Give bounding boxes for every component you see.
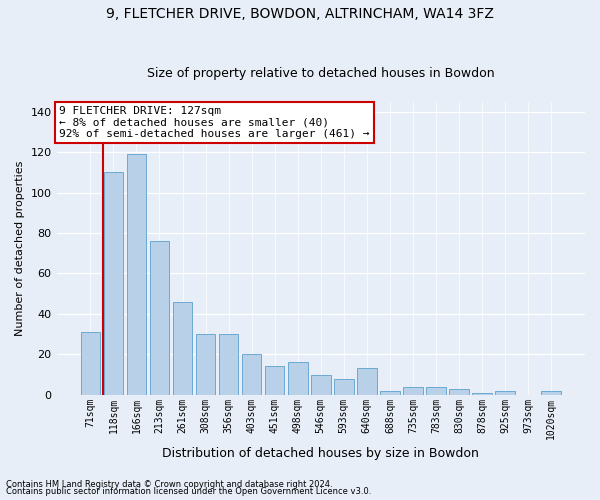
- Text: Contains public sector information licensed under the Open Government Licence v3: Contains public sector information licen…: [6, 488, 371, 496]
- X-axis label: Distribution of detached houses by size in Bowdon: Distribution of detached houses by size …: [163, 447, 479, 460]
- Bar: [127, 154, 146, 395]
- Text: 9 FLETCHER DRIVE: 127sqm
← 8% of detached houses are smaller (40)
92% of semi-de: 9 FLETCHER DRIVE: 127sqm ← 8% of detache…: [59, 106, 370, 139]
- Bar: [311, 374, 331, 395]
- Bar: [357, 368, 377, 395]
- Bar: [380, 390, 400, 395]
- Bar: [288, 362, 308, 395]
- Bar: [541, 390, 561, 395]
- Bar: [426, 386, 446, 395]
- Bar: [242, 354, 262, 395]
- Bar: [149, 241, 169, 395]
- Text: 9, FLETCHER DRIVE, BOWDON, ALTRINCHAM, WA14 3FZ: 9, FLETCHER DRIVE, BOWDON, ALTRINCHAM, W…: [106, 8, 494, 22]
- Bar: [449, 388, 469, 395]
- Bar: [472, 392, 492, 395]
- Y-axis label: Number of detached properties: Number of detached properties: [15, 160, 25, 336]
- Bar: [265, 366, 284, 395]
- Bar: [196, 334, 215, 395]
- Bar: [496, 390, 515, 395]
- Bar: [80, 332, 100, 395]
- Bar: [403, 386, 423, 395]
- Title: Size of property relative to detached houses in Bowdon: Size of property relative to detached ho…: [147, 66, 494, 80]
- Bar: [173, 302, 193, 395]
- Text: Contains HM Land Registry data © Crown copyright and database right 2024.: Contains HM Land Registry data © Crown c…: [6, 480, 332, 489]
- Bar: [334, 378, 353, 395]
- Bar: [219, 334, 238, 395]
- Bar: [104, 172, 123, 395]
